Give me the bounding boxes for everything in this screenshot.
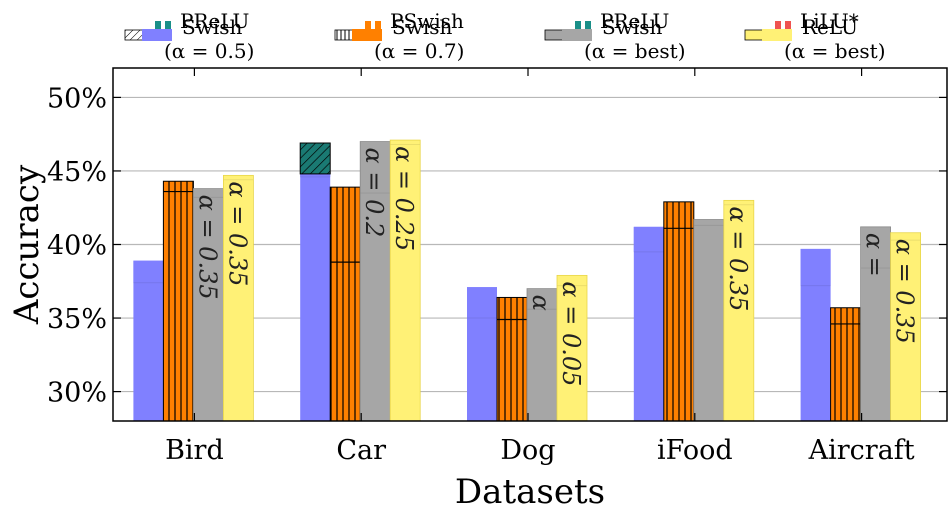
legend-marker bbox=[585, 21, 591, 29]
bar-relu-car bbox=[300, 173, 331, 421]
bar-top-segment bbox=[193, 188, 224, 198]
bars bbox=[133, 139, 921, 422]
bar-annotation: α = 0.35 bbox=[891, 239, 919, 344]
y-tick-label: 30% bbox=[47, 378, 107, 409]
legend-marker bbox=[375, 21, 381, 29]
bar-annotations: α = 0.35 α = 0.35 α = 0.2 α = 0.25α α = 0.05… bbox=[193, 146, 918, 386]
legend-sublabel: (α = 0.5) bbox=[164, 39, 254, 63]
bar-prelu-ifood bbox=[693, 219, 724, 421]
bar-extra-hatched-segment bbox=[299, 142, 331, 175]
bar-prelu-bird bbox=[193, 188, 224, 421]
legend-marker bbox=[155, 21, 161, 29]
legend-sublabel: (α = best) bbox=[784, 39, 886, 63]
bar-top-segment bbox=[467, 287, 497, 319]
bar-top-segment bbox=[360, 141, 391, 194]
x-tick-label: iFood bbox=[657, 435, 733, 466]
legend-overlay-label: Swish bbox=[392, 15, 452, 39]
legend-overlay-label: ReLU bbox=[802, 15, 858, 39]
y-axis-ticks: 30% 35% 40% 45% 50% bbox=[47, 83, 947, 409]
legend-swatch-color bbox=[142, 29, 172, 41]
legend-marker bbox=[365, 21, 371, 29]
bar-relu-ifood bbox=[633, 226, 664, 421]
y-tick-label: 40% bbox=[47, 231, 107, 262]
bar-annotation: α = bbox=[861, 233, 889, 277]
bar-annotation: α bbox=[527, 295, 555, 311]
legend-swatch bbox=[544, 29, 564, 41]
y-tick-label: 35% bbox=[47, 304, 107, 335]
y-axis-title: Accuracy bbox=[7, 164, 47, 325]
bar-annotation: α = 0.05 bbox=[557, 281, 585, 386]
bar-annotation: α = 0.2 bbox=[360, 148, 388, 238]
bar-annotation: α = 0.25 bbox=[390, 146, 418, 251]
legend-swatch-color bbox=[762, 29, 792, 41]
legend-sublabel: (α = best) bbox=[584, 39, 686, 63]
bar-swish-dog bbox=[496, 296, 528, 422]
bar-lilu-dog bbox=[557, 275, 587, 421]
legend-label: PSwish bbox=[390, 9, 464, 33]
y-tick-label: 50% bbox=[47, 83, 107, 114]
legend-overlay-label: Swish bbox=[182, 15, 242, 39]
legend-swatch bbox=[124, 29, 144, 41]
legend-swatch-color bbox=[562, 29, 592, 41]
x-axis-title: Datasets bbox=[455, 472, 605, 512]
legend-swatch-color bbox=[352, 29, 382, 41]
legend-overlay-label: Swish bbox=[602, 15, 662, 39]
legend-swatch bbox=[744, 29, 764, 41]
legend-marker bbox=[575, 21, 581, 29]
x-tick-label: Dog bbox=[500, 435, 555, 466]
bar-annotation: α = 0.35 bbox=[193, 195, 221, 300]
legend-label: LiLU* bbox=[800, 9, 859, 33]
bar-lilu-car bbox=[390, 140, 421, 421]
bar-swish-car bbox=[329, 186, 361, 422]
legend-marker bbox=[785, 21, 791, 29]
bar-top-segment bbox=[390, 140, 421, 145]
bar-top-segment bbox=[527, 288, 557, 310]
bar-top-segment bbox=[300, 173, 331, 177]
legend-label: PReLU bbox=[180, 9, 249, 33]
bar-annotation: α = 0.35 bbox=[223, 181, 251, 286]
bar-swish-ifood bbox=[663, 201, 695, 422]
bar-top-segment bbox=[133, 260, 164, 283]
bar-top-segment bbox=[723, 200, 754, 205]
bar-relu-bird bbox=[133, 260, 164, 421]
bar-top-segment bbox=[890, 232, 921, 241]
legend-sublabel: (α = 0.7) bbox=[374, 39, 464, 63]
bar-lilu-aircraft bbox=[890, 232, 921, 421]
legend-swatch bbox=[334, 29, 354, 41]
legend-marker bbox=[165, 21, 171, 29]
legend-marker bbox=[775, 21, 781, 29]
x-tick-label: Aircraft bbox=[808, 435, 915, 466]
bar-top-segment bbox=[860, 226, 891, 269]
x-tick-label: Bird bbox=[165, 435, 224, 466]
x-tick-label: Car bbox=[336, 435, 386, 466]
legend-item: LiLU*ReLU(α = best) bbox=[744, 9, 886, 63]
legend-label: PReLU bbox=[600, 9, 669, 33]
bar-prelu-dog bbox=[527, 288, 557, 421]
bar-annotation: α = 0.35 bbox=[724, 206, 752, 311]
bar-top-segment bbox=[557, 275, 587, 286]
bar-top-segment bbox=[223, 175, 254, 180]
x-axis-ticks: Bird Car Dog iFood Aircraft bbox=[165, 68, 915, 466]
bar-swish-bird bbox=[162, 180, 194, 422]
bar-lilu-ifood bbox=[723, 200, 754, 421]
bar-swish-aircraft bbox=[830, 307, 862, 422]
y-tick-label: 45% bbox=[47, 157, 107, 188]
bar-lilu-bird bbox=[223, 175, 254, 421]
bar-top-segment bbox=[800, 248, 831, 286]
bar-top-segment bbox=[633, 226, 664, 252]
bar-top-segment bbox=[693, 219, 724, 226]
